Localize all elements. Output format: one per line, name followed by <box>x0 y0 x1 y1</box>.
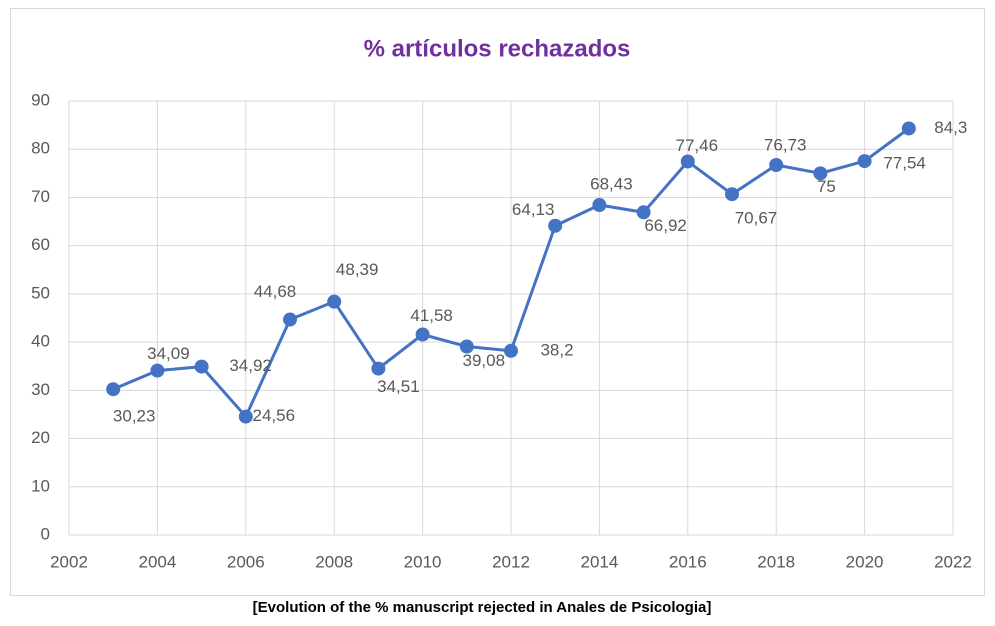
data-label: 34,09 <box>147 344 190 363</box>
x-tick-label: 2002 <box>50 552 88 571</box>
data-point <box>283 312 297 327</box>
x-tick-label: 2014 <box>580 552 618 571</box>
x-tick-label: 2022 <box>934 552 972 571</box>
data-point <box>504 343 518 358</box>
data-label: 24,56 <box>253 406 296 425</box>
data-point <box>813 166 828 181</box>
y-tick-label: 30 <box>31 380 50 399</box>
x-tick-label: 2004 <box>138 552 176 571</box>
data-label: 39,08 <box>463 351 506 370</box>
data-label: 76,73 <box>764 135 807 154</box>
data-label: 30,23 <box>113 407 156 426</box>
x-tick-label: 2016 <box>669 552 707 571</box>
x-tick-label: 2012 <box>492 552 530 571</box>
x-tick-label: 2008 <box>315 552 353 571</box>
data-point <box>769 157 784 172</box>
data-point <box>857 154 872 169</box>
data-point <box>106 382 121 397</box>
data-point <box>415 327 430 342</box>
data-point <box>327 294 342 309</box>
data-point <box>548 218 563 233</box>
data-label: 34,92 <box>229 356 272 375</box>
data-label: 64,13 <box>512 200 555 219</box>
data-point <box>680 154 695 169</box>
data-label: 77,54 <box>883 154 926 173</box>
data-point <box>194 359 209 374</box>
y-tick-label: 40 <box>31 332 50 351</box>
y-tick-label: 60 <box>31 235 50 254</box>
data-point <box>238 409 253 424</box>
x-tick-label: 2006 <box>227 552 265 571</box>
x-tick-label: 2010 <box>404 552 442 571</box>
y-tick-label: 90 <box>31 90 50 109</box>
data-point <box>459 339 474 354</box>
y-tick-label: 20 <box>31 428 50 447</box>
data-label: 84,3 <box>934 118 967 137</box>
y-tick-label: 10 <box>31 476 50 495</box>
data-point <box>636 205 651 220</box>
y-tick-label: 70 <box>31 187 50 206</box>
chart-frame <box>10 8 985 596</box>
data-point <box>901 121 916 136</box>
y-tick-label: 50 <box>31 283 50 302</box>
data-label: 34,51 <box>377 377 420 396</box>
data-label: 77,46 <box>676 136 719 155</box>
data-point <box>371 361 386 376</box>
data-point <box>150 363 165 378</box>
y-tick-label: 0 <box>41 524 50 543</box>
data-point <box>725 187 739 202</box>
data-label: 44,68 <box>254 282 297 301</box>
data-label: 48,39 <box>336 260 379 279</box>
caption: [Evolution of the % manuscript rejected … <box>253 599 712 616</box>
data-label: 66,92 <box>644 216 687 235</box>
x-tick-label: 2018 <box>757 552 795 571</box>
data-label: 70,67 <box>735 209 778 228</box>
x-tick-label: 2020 <box>846 552 884 571</box>
chart-title: % artículos rechazados <box>364 35 631 62</box>
data-point <box>592 198 607 213</box>
data-label: 41,58 <box>410 306 453 325</box>
data-label: 38,2 <box>540 340 573 359</box>
data-label: 68,43 <box>590 174 633 193</box>
y-tick-label: 80 <box>31 139 50 158</box>
data-label: 75 <box>817 177 836 196</box>
